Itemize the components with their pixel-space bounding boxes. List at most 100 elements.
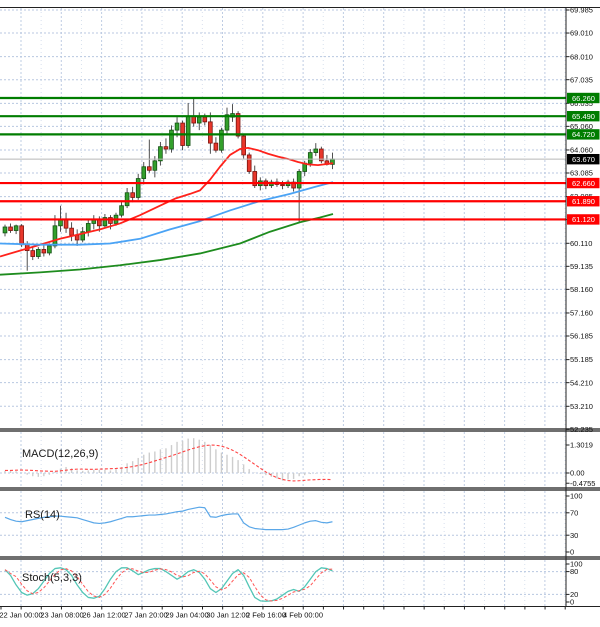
candle-bear: [280, 184, 285, 187]
axis-label: 100: [570, 492, 583, 501]
axis-label: 65.060: [570, 122, 593, 131]
axis-label: 2 Feb 16:00: [246, 611, 286, 620]
stoch-panel: [4, 567, 333, 602]
candle-bull: [296, 171, 302, 189]
axis-label: 60.110: [570, 239, 592, 248]
current-price-label: [567, 153, 600, 165]
candle-bear: [241, 135, 246, 156]
candle-bull: [152, 160, 158, 171]
resistance-price-label: [567, 110, 600, 122]
axis-label: 20: [570, 590, 578, 599]
candle-bear: [97, 219, 102, 227]
axis-label: 30 Jan 12:00: [206, 611, 249, 620]
rsi-panel: [4, 506, 333, 531]
axis-label: 59.135: [570, 262, 593, 271]
axis-label: 66.035: [570, 99, 593, 108]
candle-bull: [174, 122, 180, 131]
level-labels: 66.260 65.490 64.720 62.660 61.890 61.120 63.6…: [567, 92, 600, 225]
axis-label: 68.010: [570, 52, 593, 61]
ma-mid-blue: [0, 181, 334, 246]
candle-bull: [124, 192, 130, 207]
axis-label: 52.235: [570, 425, 593, 434]
axis-label: 63.670: [572, 155, 595, 164]
candle-bear: [235, 113, 241, 137]
rsi-line: [4, 506, 333, 531]
candle-bear: [246, 154, 252, 172]
axis-label: 26 Jan 12:00: [82, 611, 125, 620]
axis-label: 4 Feb 00:00: [283, 611, 323, 620]
candle-bull: [13, 225, 19, 231]
stoch-k-line: [4, 567, 333, 602]
candle-bull: [185, 115, 191, 146]
axis-label: 0: [570, 548, 574, 557]
axis-label: 70: [570, 508, 578, 517]
candle-bear: [208, 121, 213, 144]
axis-label: 80: [570, 567, 578, 576]
panel-separator[interactable]: [0, 428, 600, 432]
candle-bull: [80, 231, 86, 241]
panel-separator[interactable]: [0, 556, 600, 560]
candle-bear: [8, 226, 13, 231]
axis-label: 67.035: [570, 75, 593, 84]
candle-bull: [135, 178, 141, 198]
axis-label: 1.3019: [570, 441, 593, 450]
axis-label: 55.185: [570, 355, 593, 364]
axis-label: 30: [570, 531, 578, 540]
axis-label: 63.085: [570, 169, 593, 178]
candle-bull: [58, 219, 63, 227]
axis-label: 22 Jan 00:00: [0, 611, 43, 620]
candle-bull: [102, 217, 108, 227]
candle-bull: [85, 223, 91, 233]
candle-bear: [69, 227, 74, 236]
axis-label: 61.890: [572, 197, 595, 206]
ma-fast-red: [0, 146, 334, 258]
candle-bear: [19, 225, 24, 246]
candle-bull: [158, 146, 163, 162]
stoch-indicator-label: Stoch(5,3,3): [22, 572, 82, 584]
macd-panel: [4, 438, 334, 482]
candle-bull: [52, 225, 58, 247]
price-levels: [0, 96, 566, 221]
axis-label: 100: [570, 560, 583, 569]
candle-bull: [219, 129, 224, 151]
candle-bull: [307, 152, 313, 164]
axis-label: 66.260: [572, 94, 595, 103]
grid-lines: [0, 8, 566, 606]
candle-bull: [141, 166, 147, 179]
axis-label: 56.185: [570, 332, 593, 341]
rsi-indicator-label: RS(14): [25, 509, 60, 521]
candle-bear: [213, 142, 219, 151]
axis-label: -0.4755: [570, 479, 595, 488]
candle-bear: [30, 250, 36, 257]
candle-bear: [146, 166, 152, 171]
axis-label: 57.160: [570, 309, 593, 318]
axis-label: 29 Jan 04:00: [165, 611, 208, 620]
axis-label: 69.985: [570, 6, 593, 15]
axis-label: 64.060: [570, 146, 593, 155]
axis-label: 58.160: [570, 285, 593, 294]
axis-label: 53.210: [570, 402, 593, 411]
axis-label: 0.00: [570, 469, 585, 478]
candle-bear: [163, 146, 169, 150]
candle-bull: [313, 148, 319, 153]
support-price-label: [567, 177, 600, 189]
panel-separators: [0, 7, 600, 607]
axis-label: 27 Jan 20:00: [124, 611, 167, 620]
axis-label: 65.490: [572, 112, 595, 121]
axis-label: 62.660: [572, 179, 595, 188]
support-price-label: [567, 196, 600, 207]
resistance-price-label: [567, 92, 600, 104]
resistance-price-label: [567, 129, 600, 140]
macd-signal-line: [5, 444, 333, 482]
candle-bull: [2, 226, 8, 234]
axis-label: 61.120: [572, 215, 595, 224]
candle-bear: [252, 171, 258, 187]
panel-separator[interactable]: [0, 487, 600, 491]
axis-label: 69.010: [570, 29, 593, 38]
candle-bull: [224, 114, 230, 131]
moving-averages: [0, 146, 334, 276]
candle-bear: [130, 192, 135, 198]
